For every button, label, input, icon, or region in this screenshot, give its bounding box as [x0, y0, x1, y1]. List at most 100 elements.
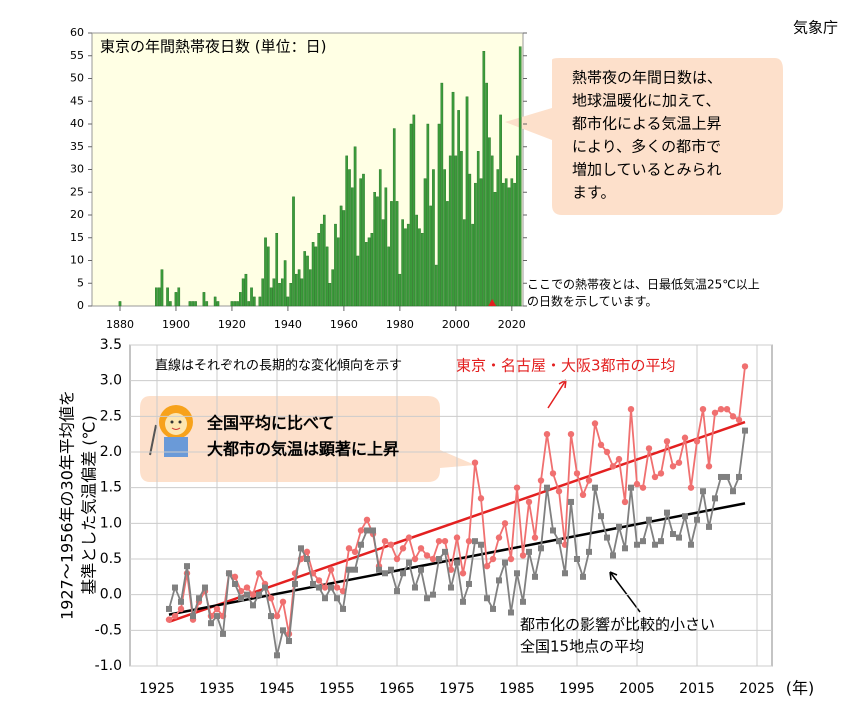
y-tick-label: -0.5 — [95, 622, 122, 638]
point — [394, 588, 400, 595]
point — [699, 406, 707, 413]
y-tick-label: 15 — [70, 231, 84, 244]
point — [411, 555, 419, 563]
bar — [471, 223, 474, 307]
note: 直線はそれぞれの長期的な変化傾向を示す — [155, 358, 402, 374]
bar — [311, 242, 315, 307]
bar — [409, 123, 413, 307]
y-tick-label: 60 — [70, 26, 84, 39]
point — [567, 430, 575, 438]
text-line: ここでの熱帯夜とは、日最低気温25℃以上 — [527, 277, 760, 292]
bar — [496, 169, 500, 307]
x-tick-label: 2015 — [679, 681, 715, 697]
text-line: により、多くの都市で — [572, 138, 721, 156]
y-axis-label: 1927～1956年の30年平均値を — [58, 390, 77, 620]
bar — [434, 264, 438, 307]
bar — [504, 178, 508, 307]
bar — [213, 296, 217, 307]
point — [675, 459, 683, 466]
bar — [392, 128, 396, 307]
point — [604, 534, 610, 541]
y-tick-label: 0.5 — [100, 551, 122, 567]
mascot-icon — [149, 405, 193, 457]
point — [316, 584, 322, 591]
y-tick-label: 1.5 — [100, 480, 122, 496]
point — [405, 534, 413, 541]
callout-bubble-2 — [140, 396, 475, 482]
point — [640, 538, 646, 545]
bar — [401, 219, 404, 307]
point — [172, 584, 178, 591]
text-line: 全国15地点の平均 — [520, 638, 644, 656]
bar — [479, 178, 483, 307]
point — [459, 570, 467, 577]
point — [615, 455, 623, 463]
bar — [362, 173, 365, 307]
bar — [381, 219, 385, 307]
bar — [339, 205, 343, 307]
bar — [448, 155, 452, 307]
point — [538, 545, 544, 552]
bar — [174, 292, 178, 307]
bar — [336, 237, 340, 307]
point — [358, 541, 364, 548]
point — [574, 556, 580, 562]
point — [513, 484, 521, 491]
point — [634, 541, 640, 548]
point — [196, 595, 202, 602]
x-tick-label: 1880 — [106, 318, 134, 331]
point — [273, 612, 281, 620]
x-tick-label: 1975 — [439, 681, 475, 697]
bar — [264, 237, 267, 307]
bar — [510, 178, 514, 307]
text-line: ます。 — [572, 184, 616, 202]
bar — [300, 278, 304, 307]
bar — [440, 82, 444, 307]
y-tick-label: 5 — [77, 276, 84, 289]
point — [232, 580, 238, 587]
point — [399, 545, 407, 552]
point — [657, 470, 665, 477]
point — [363, 516, 371, 523]
point — [370, 527, 376, 534]
bar — [395, 201, 399, 307]
bar — [325, 246, 329, 307]
point — [376, 566, 382, 573]
x-tick-label: 1945 — [259, 681, 295, 697]
point — [333, 584, 341, 591]
bar — [462, 219, 466, 307]
y-tick-label: 20 — [70, 208, 84, 221]
point — [663, 438, 671, 445]
point — [633, 480, 641, 488]
point — [730, 488, 736, 495]
bar — [205, 301, 209, 307]
text-line: 大都市の気温は顕著に上昇 — [207, 440, 399, 459]
point — [555, 488, 563, 495]
point — [418, 566, 424, 573]
point — [520, 598, 526, 605]
bar — [258, 296, 262, 307]
point — [705, 463, 713, 470]
x-tick-label: 1965 — [379, 681, 415, 697]
x-tick-label: 2020 — [498, 318, 526, 331]
bar — [169, 301, 172, 307]
point — [669, 463, 677, 470]
point — [412, 584, 418, 591]
text-line: 増加しているとみられ — [572, 161, 722, 179]
bar — [390, 201, 393, 307]
bar — [308, 269, 312, 307]
point — [490, 605, 496, 612]
point — [417, 545, 425, 552]
point — [664, 509, 670, 516]
point — [165, 616, 173, 623]
bar — [118, 301, 122, 307]
point — [226, 570, 232, 577]
y-tick-label: 30 — [70, 163, 84, 176]
point — [585, 477, 593, 484]
point — [507, 555, 515, 563]
bar — [387, 246, 390, 307]
point — [508, 609, 514, 616]
bar — [398, 273, 402, 307]
x-tick-label: 1955 — [319, 681, 355, 697]
